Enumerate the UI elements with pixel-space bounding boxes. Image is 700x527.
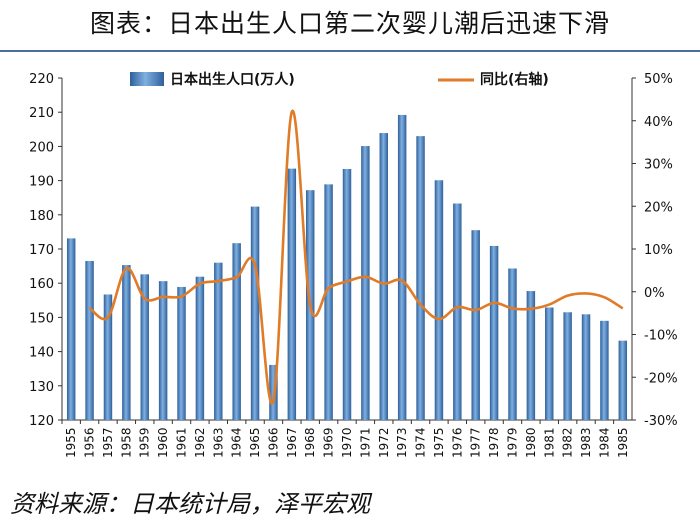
birth-bar	[361, 146, 370, 421]
y2-tick-label: -20%	[644, 371, 678, 386]
x-tick-label: 1968	[303, 427, 317, 458]
x-tick-label: 1960	[156, 427, 170, 458]
y2-tick-label: -10%	[644, 329, 678, 344]
x-tick-label: 1961	[175, 427, 189, 458]
y-tick-label: 200	[29, 140, 54, 155]
x-tick-label: 1982	[561, 427, 575, 458]
x-tick-label: 1975	[432, 427, 446, 458]
birth-bar	[66, 238, 76, 420]
birth-bar	[103, 294, 113, 420]
source-note: 资料来源：日本统计局，泽平宏观	[10, 490, 370, 518]
y-tick-label: 150	[29, 311, 54, 326]
y-tick-label: 120	[29, 414, 54, 429]
y-tick-label: 130	[29, 380, 54, 395]
birth-bar	[250, 206, 260, 420]
x-tick-label: 1959	[138, 427, 152, 458]
x-tick-label: 1957	[101, 427, 115, 458]
x-tick-label: 1964	[230, 427, 244, 458]
x-tick-label: 1972	[377, 427, 391, 458]
birth-bar	[600, 320, 609, 420]
legend-line-label: 同比(右轴)	[480, 71, 549, 88]
y-tick-label: 190	[29, 175, 54, 190]
x-tick-label: 1955	[64, 427, 78, 458]
birth-bar	[434, 180, 444, 420]
x-tick-label: 1967	[285, 427, 299, 458]
x-tick-label: 1980	[524, 427, 538, 458]
x-tick-label: 1985	[616, 427, 630, 458]
birth-bar	[416, 136, 425, 420]
y2-tick-label: 30%	[644, 158, 673, 173]
y-tick-label: 180	[29, 209, 54, 224]
x-tick-label: 1983	[579, 427, 593, 458]
birth-bar	[545, 307, 554, 420]
x-tick-label: 1979	[505, 427, 519, 458]
x-tick-label: 1984	[597, 427, 611, 458]
x-tick-label: 1978	[487, 427, 501, 458]
legend-bar-swatch	[130, 72, 164, 86]
title-divider	[0, 50, 700, 52]
birth-bar	[214, 262, 223, 420]
birth-chart: 120 130 140 150 160 170 180 190 200 210 220 -30% -20…	[29, 71, 678, 458]
birth-bar	[177, 286, 186, 420]
y-tick-label: 160	[29, 277, 54, 292]
birth-bar	[379, 133, 389, 420]
x-tick-label: 1969	[322, 427, 336, 458]
birth-bar	[195, 276, 205, 420]
birth-bar	[324, 184, 333, 420]
birth-bar	[563, 312, 572, 420]
x-tick-label: 1956	[83, 427, 97, 458]
x-tick-label: 1971	[358, 427, 372, 458]
birth-bar	[618, 340, 628, 420]
x-tick-label: 1974	[414, 427, 428, 458]
y-tick-label: 210	[29, 106, 54, 121]
birth-bar	[85, 260, 94, 420]
birth-bar	[489, 245, 499, 420]
birth-bar	[140, 274, 149, 420]
birth-bar	[342, 168, 352, 420]
birth-bar	[581, 314, 591, 420]
legend-bar-label: 日本出生人口(万人)	[170, 71, 295, 88]
x-tick-label: 1976	[450, 427, 464, 458]
birth-bar	[453, 203, 462, 420]
x-tick-label: 1981	[542, 427, 556, 458]
x-tick-label: 1970	[340, 427, 354, 458]
chart-title: 图表：日本出生人口第二次婴儿潮后迅速下滑	[89, 9, 610, 38]
x-tick-label: 1977	[469, 427, 483, 458]
y2-tick-label: -30%	[644, 414, 678, 429]
y2-tick-label: 10%	[644, 243, 673, 258]
birth-bar	[287, 168, 297, 420]
x-tick-label: 1973	[395, 427, 409, 458]
birth-bar	[397, 114, 407, 420]
birth-bar	[232, 243, 241, 420]
y-tick-label: 170	[29, 243, 54, 258]
y-tick-label: 140	[29, 346, 54, 361]
x-tick-label: 1963	[211, 427, 225, 458]
y2-tick-label: 40%	[644, 115, 673, 130]
y2-tick-label: 20%	[644, 200, 673, 215]
birth-bar	[158, 281, 168, 420]
x-tick-label: 1966	[266, 427, 280, 458]
y-tick-label: 220	[29, 72, 54, 87]
x-tick-label: 1958	[119, 427, 133, 458]
x-tick-label: 1965	[248, 427, 262, 458]
y2-tick-label: 50%	[644, 72, 673, 87]
x-tick-label: 1962	[193, 427, 207, 458]
yoy-line	[88, 109, 624, 405]
birth-bar	[471, 230, 480, 420]
birth-bar	[508, 268, 517, 420]
y2-tick-label: 0%	[644, 286, 665, 301]
birth-bar	[526, 291, 536, 420]
birth-bar	[122, 265, 131, 420]
